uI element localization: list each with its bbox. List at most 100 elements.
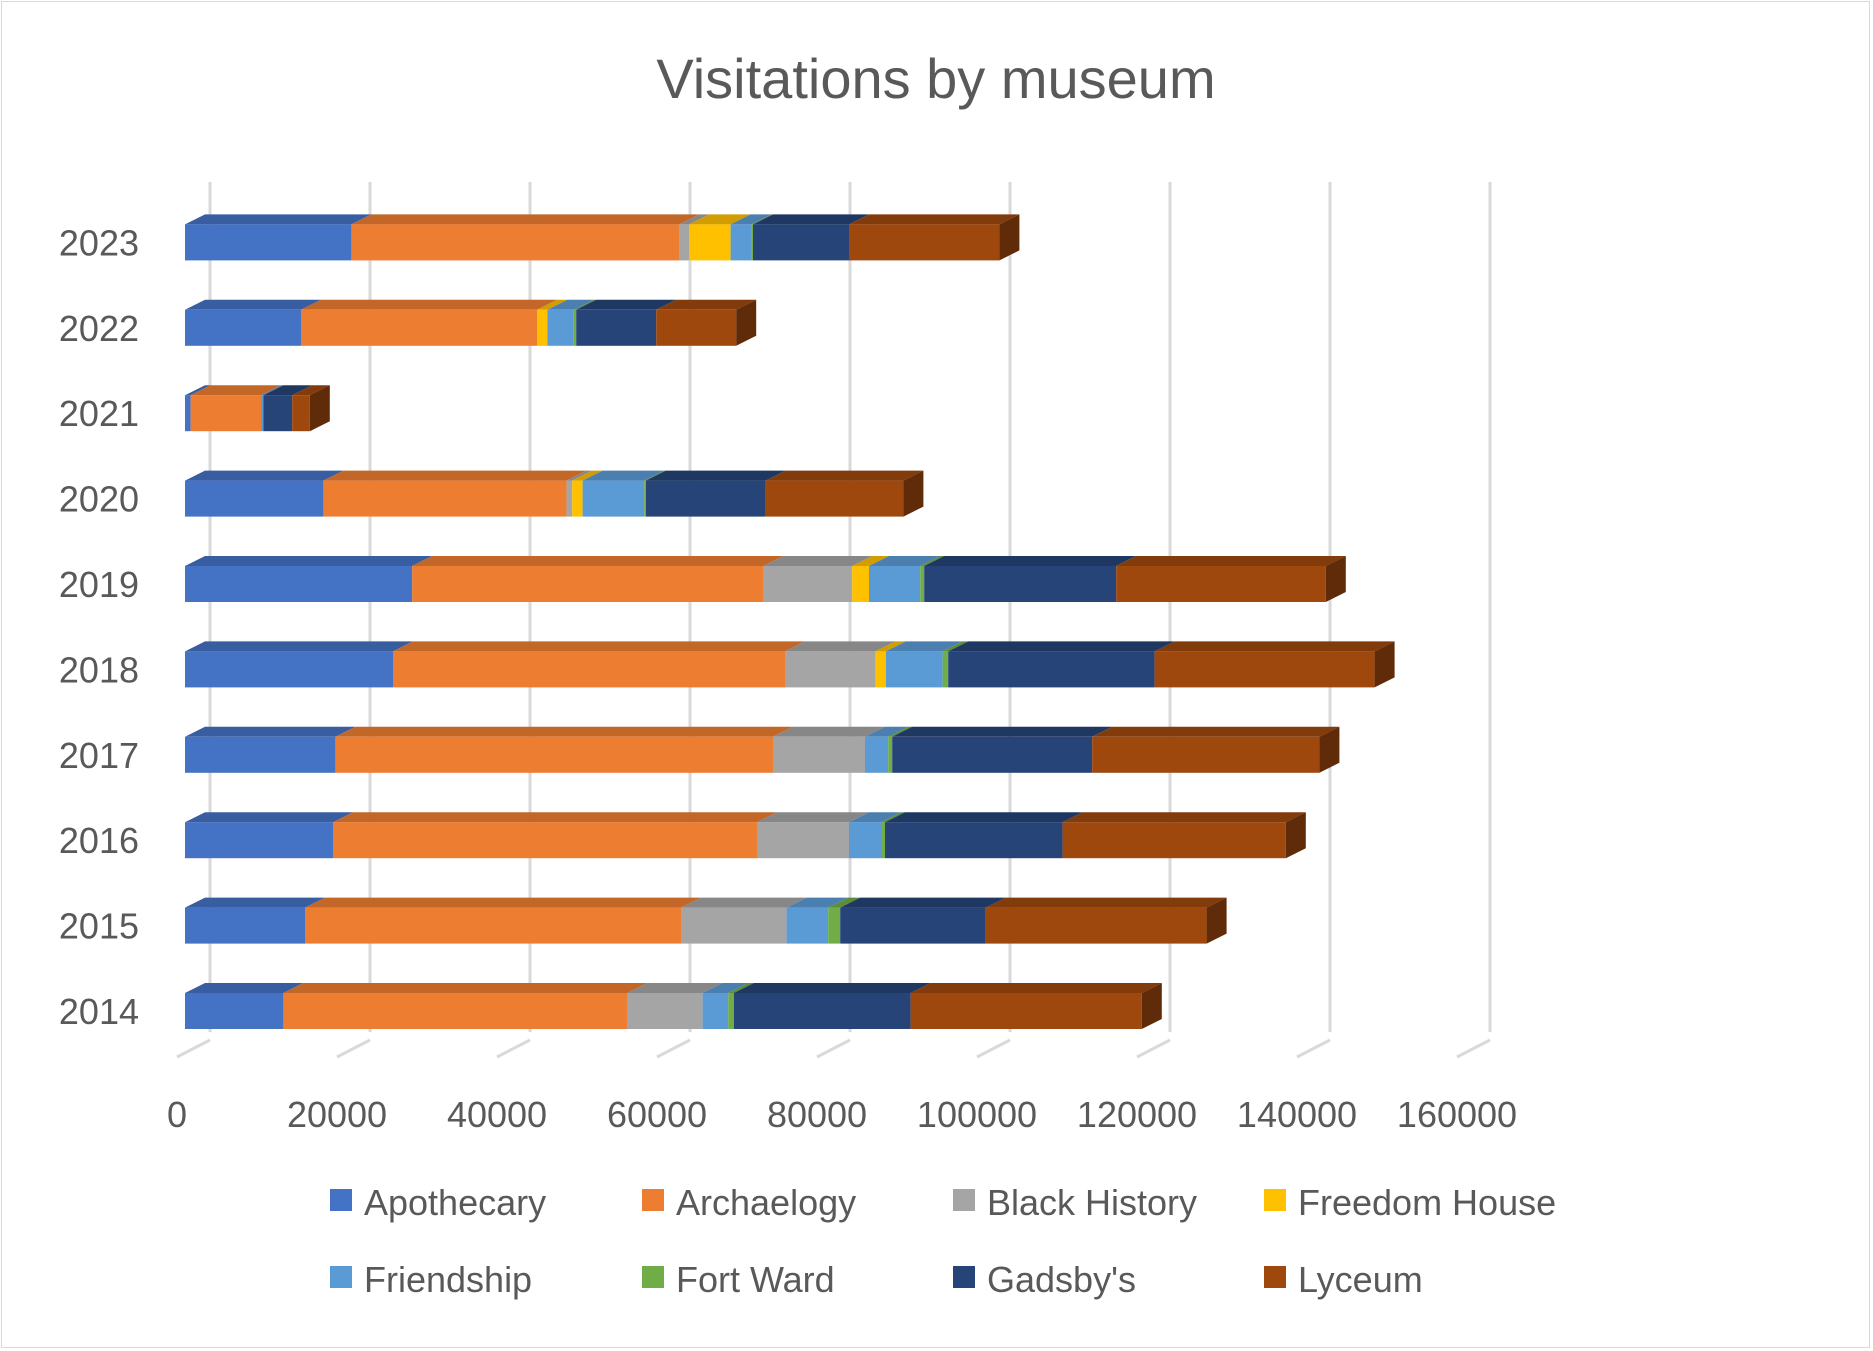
bar-top-gadsby-s-2018 [948,641,1175,652]
bar-archaelogy-2020 [323,480,567,517]
legend-swatch [1264,1189,1286,1211]
bar-top-black-history-2016 [757,812,869,823]
bar-lyceum-2023 [849,224,1000,261]
bar-gadsby-s-2019 [924,566,1117,602]
legend-label: Lyceum [1298,1259,1423,1300]
bar-freedom-house-2023 [689,224,731,261]
bar-gadsby-s-2022 [576,309,657,346]
chart-title: Visitations by museum [656,47,1215,110]
bar-top-archaelogy-2017 [335,726,793,737]
bar-friendship-2022 [547,309,574,346]
bar-friendship-2016 [849,822,881,859]
bar-top-archaelogy-2019 [412,556,784,566]
legend-swatch [1264,1266,1286,1288]
bar-group-2021 [185,385,330,432]
bar-side-2021 [309,385,330,432]
bar-apothecary-2021 [185,395,191,432]
legend-item-archaelogy: Archaelogy [642,1182,856,1223]
legend-swatch [330,1266,352,1288]
bar-fort-ward-2022 [573,309,577,346]
bar-top-lyceum-2017 [1092,726,1340,737]
bar-apothecary-2019 [185,566,413,602]
floor-tick [1136,1038,1171,1059]
bar-archaelogy-2018 [393,651,785,688]
bar-top-lyceum-2023 [849,214,1020,225]
bar-top-friendship-2016 [849,812,901,823]
bar-black-history-2015 [681,907,787,944]
bar-top-friendship-2022 [547,299,594,310]
floor-tick [816,1038,851,1059]
bar-top-freedom-house-2020 [572,470,603,481]
bar-side-2019 [1325,556,1346,602]
bar-top-gadsby-s-2023 [753,214,869,225]
legend: Apothecary Archaelogy Black History Freedom… [330,1182,1556,1300]
y-tick-label: 2021 [59,393,139,434]
bars-layer [185,214,1395,1029]
bar-friendship-2021 [261,395,264,432]
bar-top-friendship-2023 [730,214,772,225]
x-tick-label: 140000 [1237,1094,1357,1135]
bar-lyceum-2016 [1062,822,1286,859]
bar-top-archaelogy-2018 [393,641,805,652]
bar-archaelogy-2022 [301,309,537,346]
bar-top-apothecary-2017 [185,726,356,737]
bar-archaelogy-2017 [335,736,773,773]
bar-friendship-2014 [702,993,729,1029]
bar-black-history-2016 [757,822,849,859]
bar-top-fort-ward-2020 [644,470,666,481]
bar-top-lyceum-2021 [292,385,330,396]
bar-group-2016 [185,812,1306,859]
bar-archaelogy-2016 [333,822,757,859]
bar-top-apothecary-2014 [185,983,304,993]
floor-tick [176,1038,211,1059]
bar-black-history-2019 [763,566,853,602]
bar-top-fort-ward-2017 [888,726,913,737]
bar-fort-ward-2016 [881,822,885,859]
floor-tick [1296,1038,1331,1059]
bar-top-black-history-2014 [627,983,723,993]
bar-top-black-history-2018 [785,641,896,652]
bar-group-2017 [185,726,1340,773]
bar-top-fort-ward-2015 [828,897,861,908]
bar-freedom-house-2022 [537,309,548,346]
legend-label: Freedom House [1298,1182,1556,1223]
bar-side-2014 [1141,983,1162,1029]
bar-side-2017 [1319,726,1340,773]
bar-gadsby-s-2016 [885,822,1063,859]
bar-side-2018 [1374,641,1395,688]
bar-top-friendship-2018 [885,641,963,652]
bar-fort-ward-2019 [920,566,925,602]
bar-top-archaelogy-2015 [305,897,701,908]
legend-swatch [953,1189,975,1211]
bar-fort-ward-2020 [644,480,646,517]
bar-top-freedom-house-2019 [852,556,889,566]
bar-side-2016 [1285,812,1306,859]
y-tick-label: 2016 [59,820,139,861]
y-tick-label: 2018 [59,649,139,690]
x-tick-label: 160000 [1397,1094,1517,1135]
bar-archaelogy-2023 [351,224,680,261]
x-tick-label: 40000 [447,1094,547,1135]
bar-lyceum-2020 [765,480,904,517]
bar-top-lyceum-2018 [1154,641,1395,652]
bar-gadsby-s-2018 [948,651,1155,688]
bar-fort-ward-2015 [828,907,841,944]
legend-item-lyceum: Lyceum [1264,1259,1423,1300]
bar-top-friendship-2014 [702,983,749,993]
bar-group-2022 [185,299,757,346]
bar-top-apothecary-2015 [185,897,325,908]
bar-group-2023 [185,214,1020,261]
bar-lyceum-2017 [1092,736,1320,773]
y-tick-label: 2022 [59,308,139,349]
bar-top-archaelogy-2023 [351,214,700,225]
bar-top-archaelogy-2016 [333,812,777,823]
bar-top-freedom-house-2018 [875,641,906,652]
bar-top-black-history-2019 [763,556,873,566]
floor-tick [1456,1038,1491,1059]
bar-top-gadsby-s-2014 [733,983,931,993]
bar-freedom-house-2020 [572,480,583,517]
bar-friendship-2015 [786,907,829,944]
floor-tick [656,1038,691,1059]
bar-top-archaelogy-2020 [323,470,587,481]
bar-gadsby-s-2021 [263,395,293,432]
